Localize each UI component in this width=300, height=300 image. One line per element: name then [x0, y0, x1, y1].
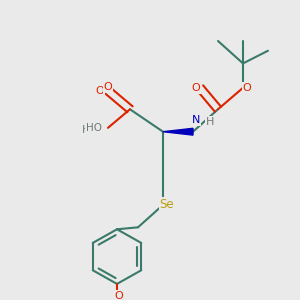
Text: O: O [192, 83, 200, 93]
Text: O: O [115, 291, 123, 300]
Text: N: N [192, 115, 200, 125]
Text: HO: HO [86, 123, 102, 133]
Text: O: O [243, 83, 251, 93]
Text: Se: Se [160, 198, 174, 212]
Text: O: O [95, 86, 104, 96]
Text: HO: HO [82, 125, 99, 135]
Polygon shape [163, 128, 193, 135]
Text: H: H [206, 117, 214, 127]
Text: O: O [103, 82, 112, 92]
